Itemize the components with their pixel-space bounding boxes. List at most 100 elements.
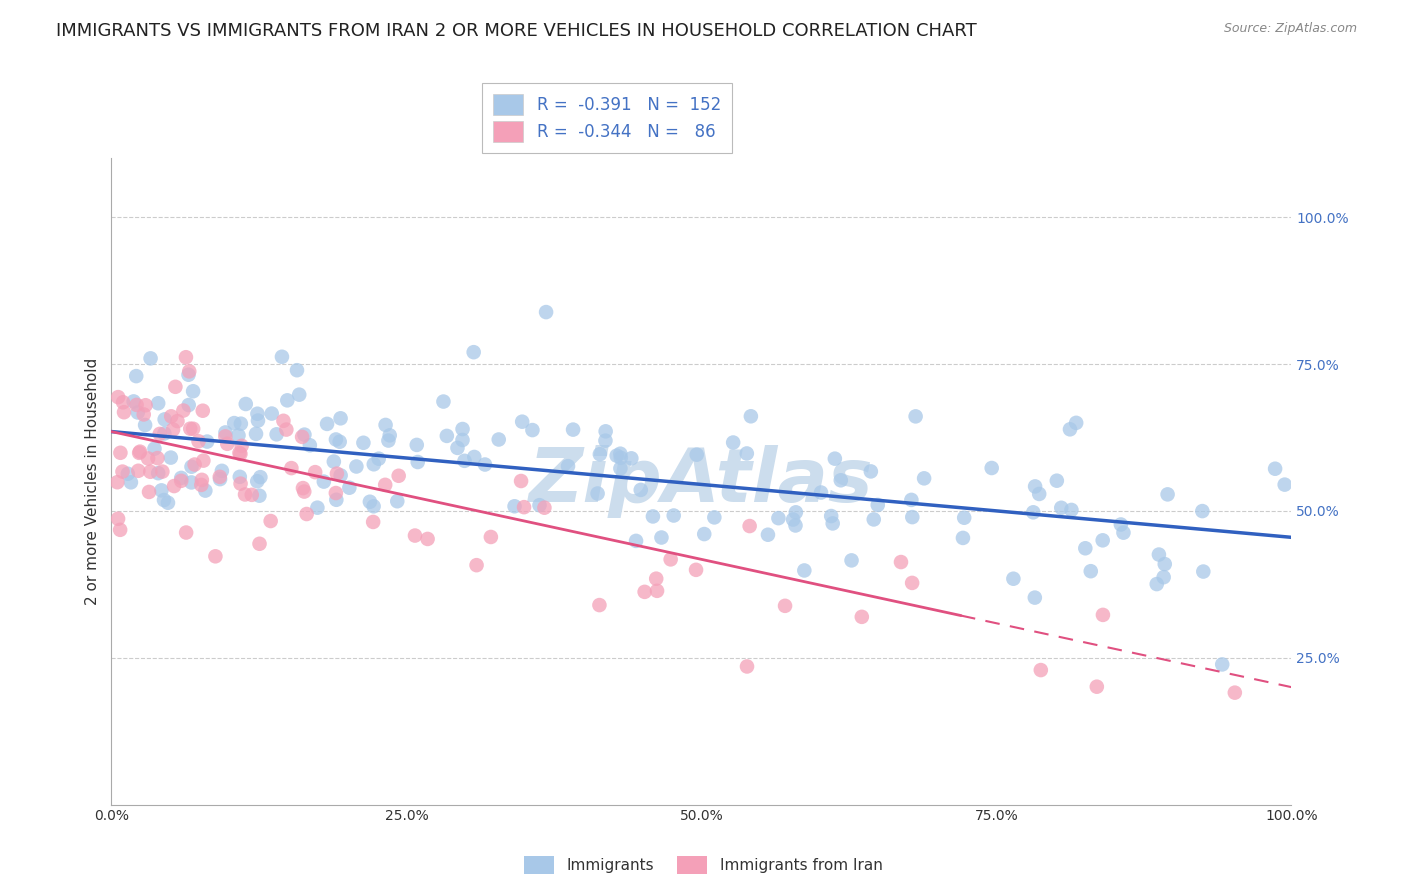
Point (1091, 533, 1114, 548)
Point (1050, 500, 1073, 515)
Point (294, 427, 316, 442)
Point (488, 433, 510, 447)
Point (337, 481, 360, 495)
Point (952, 531, 974, 545)
Point (1274, 477, 1296, 491)
Point (533, 500, 555, 515)
Point (107, 390, 129, 404)
Point (740, 409, 762, 424)
Point (307, 500, 329, 515)
Point (474, 458, 496, 472)
Point (172, 403, 194, 417)
Point (793, 564, 815, 578)
Point (132, 408, 155, 422)
Point (901, 575, 924, 590)
Point (453, 454, 475, 468)
Point (416, 532, 439, 546)
Point (295, 507, 318, 521)
Text: IMMIGRANTS VS IMMIGRANTS FROM IRAN 2 OR MORE VEHICLES IN HOUSEHOLD CORRELATION C: IMMIGRANTS VS IMMIGRANTS FROM IRAN 2 OR … (56, 22, 977, 40)
Point (117, 467, 139, 481)
Point (693, 527, 716, 541)
Point (659, 552, 682, 566)
Point (904, 409, 927, 424)
Point (529, 498, 551, 512)
Point (465, 558, 488, 573)
Point (735, 659, 758, 673)
Point (562, 423, 585, 437)
Point (662, 508, 685, 523)
Point (127, 464, 149, 478)
Point (810, 485, 832, 500)
Point (363, 457, 385, 471)
Point (148, 466, 170, 480)
Point (108, 523, 131, 537)
Point (912, 471, 935, 485)
Point (1112, 525, 1135, 540)
Point (824, 451, 846, 466)
Text: Source: ZipAtlas.com: Source: ZipAtlas.com (1223, 22, 1357, 36)
Point (246, 407, 269, 421)
Point (120, 475, 142, 490)
Point (204, 549, 226, 564)
Point (463, 450, 485, 464)
Point (900, 492, 922, 507)
Point (686, 448, 709, 462)
Point (388, 468, 411, 483)
Point (1153, 557, 1175, 571)
Point (1060, 503, 1083, 517)
Point (721, 435, 744, 450)
Point (1085, 680, 1108, 694)
Point (129, 444, 152, 458)
Point (859, 464, 882, 478)
Point (273, 414, 295, 428)
Point (187, 434, 209, 449)
Point (1074, 541, 1097, 556)
Point (782, 512, 804, 526)
Point (180, 475, 202, 490)
Point (890, 555, 912, 569)
Point (785, 505, 807, 519)
Point (249, 537, 271, 551)
Point (1059, 422, 1081, 436)
Point (773, 599, 796, 613)
Point (1080, 564, 1102, 578)
Point (326, 467, 349, 481)
Point (361, 515, 384, 529)
Point (135, 398, 157, 412)
Point (214, 425, 236, 440)
Point (249, 470, 271, 484)
Point (245, 426, 267, 441)
Point (209, 472, 232, 486)
Point (1147, 548, 1170, 562)
Point (276, 393, 298, 408)
Point (557, 459, 579, 474)
Point (229, 417, 252, 431)
Point (630, 483, 652, 497)
Legend: Immigrants, Immigrants from Iran: Immigrants, Immigrants from Iran (517, 850, 889, 880)
Point (240, 488, 263, 502)
Point (374, 417, 396, 432)
Point (446, 441, 468, 455)
Point (233, 487, 256, 501)
Point (170, 471, 193, 485)
Point (586, 486, 609, 500)
Point (785, 518, 807, 533)
Point (980, 461, 1002, 475)
Point (322, 454, 344, 468)
Point (228, 446, 250, 460)
Point (195, 434, 218, 449)
Point (703, 510, 725, 524)
Point (148, 396, 170, 410)
Point (1046, 474, 1069, 488)
Point (641, 509, 664, 524)
Point (276, 423, 298, 437)
Point (170, 474, 193, 488)
Point (953, 510, 976, 524)
Point (378, 428, 401, 442)
Point (179, 364, 201, 378)
Point (149, 426, 172, 441)
Point (111, 465, 134, 479)
Point (866, 498, 889, 512)
Point (685, 563, 707, 577)
Point (1191, 504, 1213, 518)
